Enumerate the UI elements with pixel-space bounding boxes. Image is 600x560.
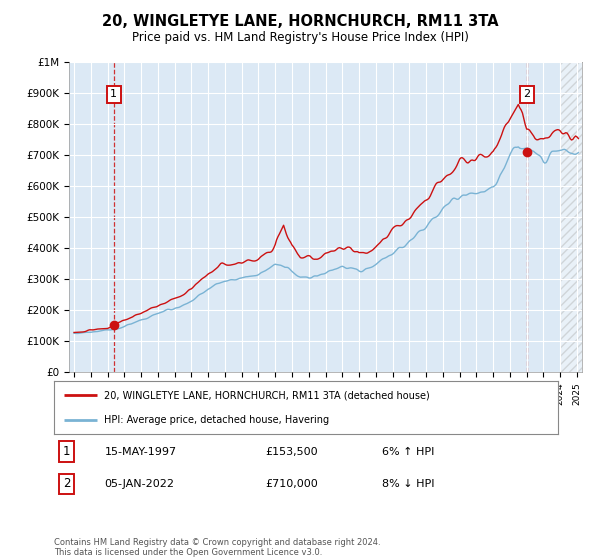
Text: 20, WINGLETYE LANE, HORNCHURCH, RM11 3TA (detached house): 20, WINGLETYE LANE, HORNCHURCH, RM11 3TA… <box>104 390 430 400</box>
Text: £153,500: £153,500 <box>266 447 319 456</box>
Text: £710,000: £710,000 <box>266 479 319 489</box>
Text: 8% ↓ HPI: 8% ↓ HPI <box>382 479 434 489</box>
Text: 05-JAN-2022: 05-JAN-2022 <box>104 479 175 489</box>
Text: Price paid vs. HM Land Registry's House Price Index (HPI): Price paid vs. HM Land Registry's House … <box>131 31 469 44</box>
Bar <box>560 62 582 372</box>
Text: 2: 2 <box>63 477 70 491</box>
Text: 15-MAY-1997: 15-MAY-1997 <box>104 447 176 456</box>
Text: 6% ↑ HPI: 6% ↑ HPI <box>382 447 434 456</box>
Text: 1: 1 <box>110 89 117 99</box>
Text: 1: 1 <box>63 445 70 458</box>
Text: HPI: Average price, detached house, Havering: HPI: Average price, detached house, Have… <box>104 414 329 424</box>
Text: Contains HM Land Registry data © Crown copyright and database right 2024.
This d: Contains HM Land Registry data © Crown c… <box>54 538 380 557</box>
Text: 2: 2 <box>523 89 530 99</box>
Text: 20, WINGLETYE LANE, HORNCHURCH, RM11 3TA: 20, WINGLETYE LANE, HORNCHURCH, RM11 3TA <box>101 14 499 29</box>
